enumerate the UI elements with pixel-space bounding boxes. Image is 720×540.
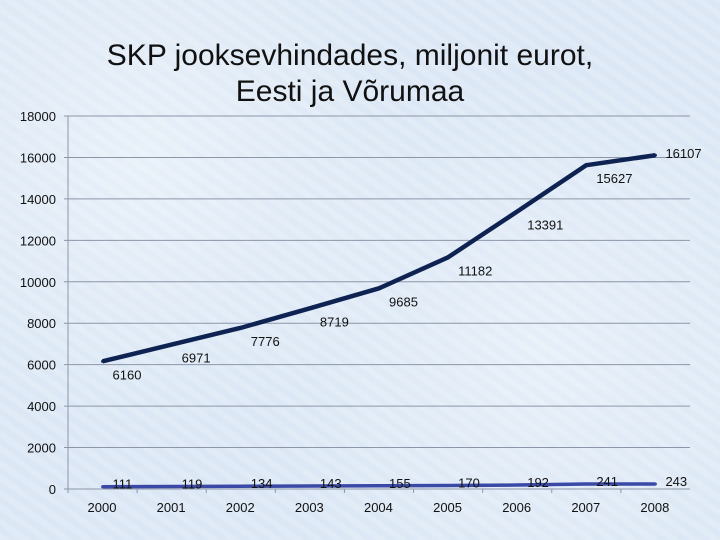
y-axis-ticks: 0 2000 4000 6000 8000 10000 12000 14000 16000 180…	[20, 109, 56, 497]
y-tick-label: 4000	[27, 399, 56, 414]
chart-title-line1: SKP jooksevhindades, miljonit eurot,	[106, 39, 594, 72]
data-label: 9685	[389, 294, 418, 309]
y-tick-label: 18000	[20, 109, 56, 124]
data-label: 11182	[458, 263, 492, 278]
data-point	[446, 483, 450, 487]
data-point	[653, 482, 657, 486]
y-tick-label: 8000	[27, 316, 56, 331]
x-tick-label: 2005	[433, 500, 462, 515]
data-label: 119	[182, 477, 203, 492]
y-tick-label: 12000	[20, 233, 56, 248]
data-point	[101, 359, 105, 363]
data-label: 16107	[665, 146, 701, 161]
data-label: 7776	[251, 334, 280, 349]
x-tick-label: 2003	[295, 500, 324, 515]
data-label: 111	[113, 477, 133, 492]
data-label: 6971	[182, 351, 211, 366]
data-label: 134	[251, 476, 273, 491]
y-tick-label: 6000	[27, 358, 56, 373]
x-tick-label: 2004	[364, 500, 393, 515]
data-labels: 6160 6971 7776 8719 9685 11182 13391 15627 16107…	[113, 146, 702, 491]
x-axis-ticks: 2000 2001 2002 2003 2004 2005 2006 2007 2008	[88, 500, 670, 515]
y-tick-label: 0	[49, 482, 56, 497]
x-tick-label: 2002	[226, 500, 255, 515]
data-point	[377, 286, 381, 290]
y-tick-label: 10000	[20, 275, 56, 290]
data-point	[515, 210, 519, 214]
data-point	[308, 306, 312, 310]
y-tick-label: 2000	[27, 441, 56, 456]
data-label: 243	[665, 474, 687, 489]
data-point	[584, 163, 588, 167]
chart-title-line2: Eesti ja Võrumaa	[235, 75, 465, 108]
data-label: 155	[389, 476, 411, 491]
data-point	[515, 483, 519, 487]
x-tick-label: 2007	[571, 500, 600, 515]
data-label: 143	[320, 476, 342, 491]
x-tick-label: 2006	[502, 500, 531, 515]
data-label: 170	[458, 475, 480, 490]
data-point	[170, 485, 174, 489]
data-point	[653, 153, 657, 157]
data-point	[377, 484, 381, 488]
y-tick-label: 16000	[20, 150, 56, 165]
chart-title: SKP jooksevhindades, miljonit eurot, Ees…	[0, 38, 700, 110]
data-label: 6160	[113, 367, 142, 382]
data-label: 192	[527, 475, 549, 490]
series-lines	[101, 153, 657, 489]
data-point	[584, 482, 588, 486]
data-point	[239, 484, 243, 488]
series-line-1	[102, 153, 656, 364]
data-point	[170, 343, 174, 347]
x-tick-label: 2000	[88, 500, 117, 515]
y-tick-label: 14000	[20, 192, 56, 207]
data-label: 8719	[320, 314, 349, 329]
data-point	[101, 485, 105, 489]
gridlines	[64, 115, 690, 493]
x-tick-label: 2001	[157, 500, 186, 515]
data-label: 13391	[527, 218, 563, 233]
data-label: 241	[596, 474, 618, 489]
data-point	[446, 255, 450, 259]
data-point	[239, 326, 243, 330]
x-tick-label: 2008	[640, 500, 669, 515]
data-point	[308, 484, 312, 488]
data-label: 15627	[596, 171, 632, 186]
